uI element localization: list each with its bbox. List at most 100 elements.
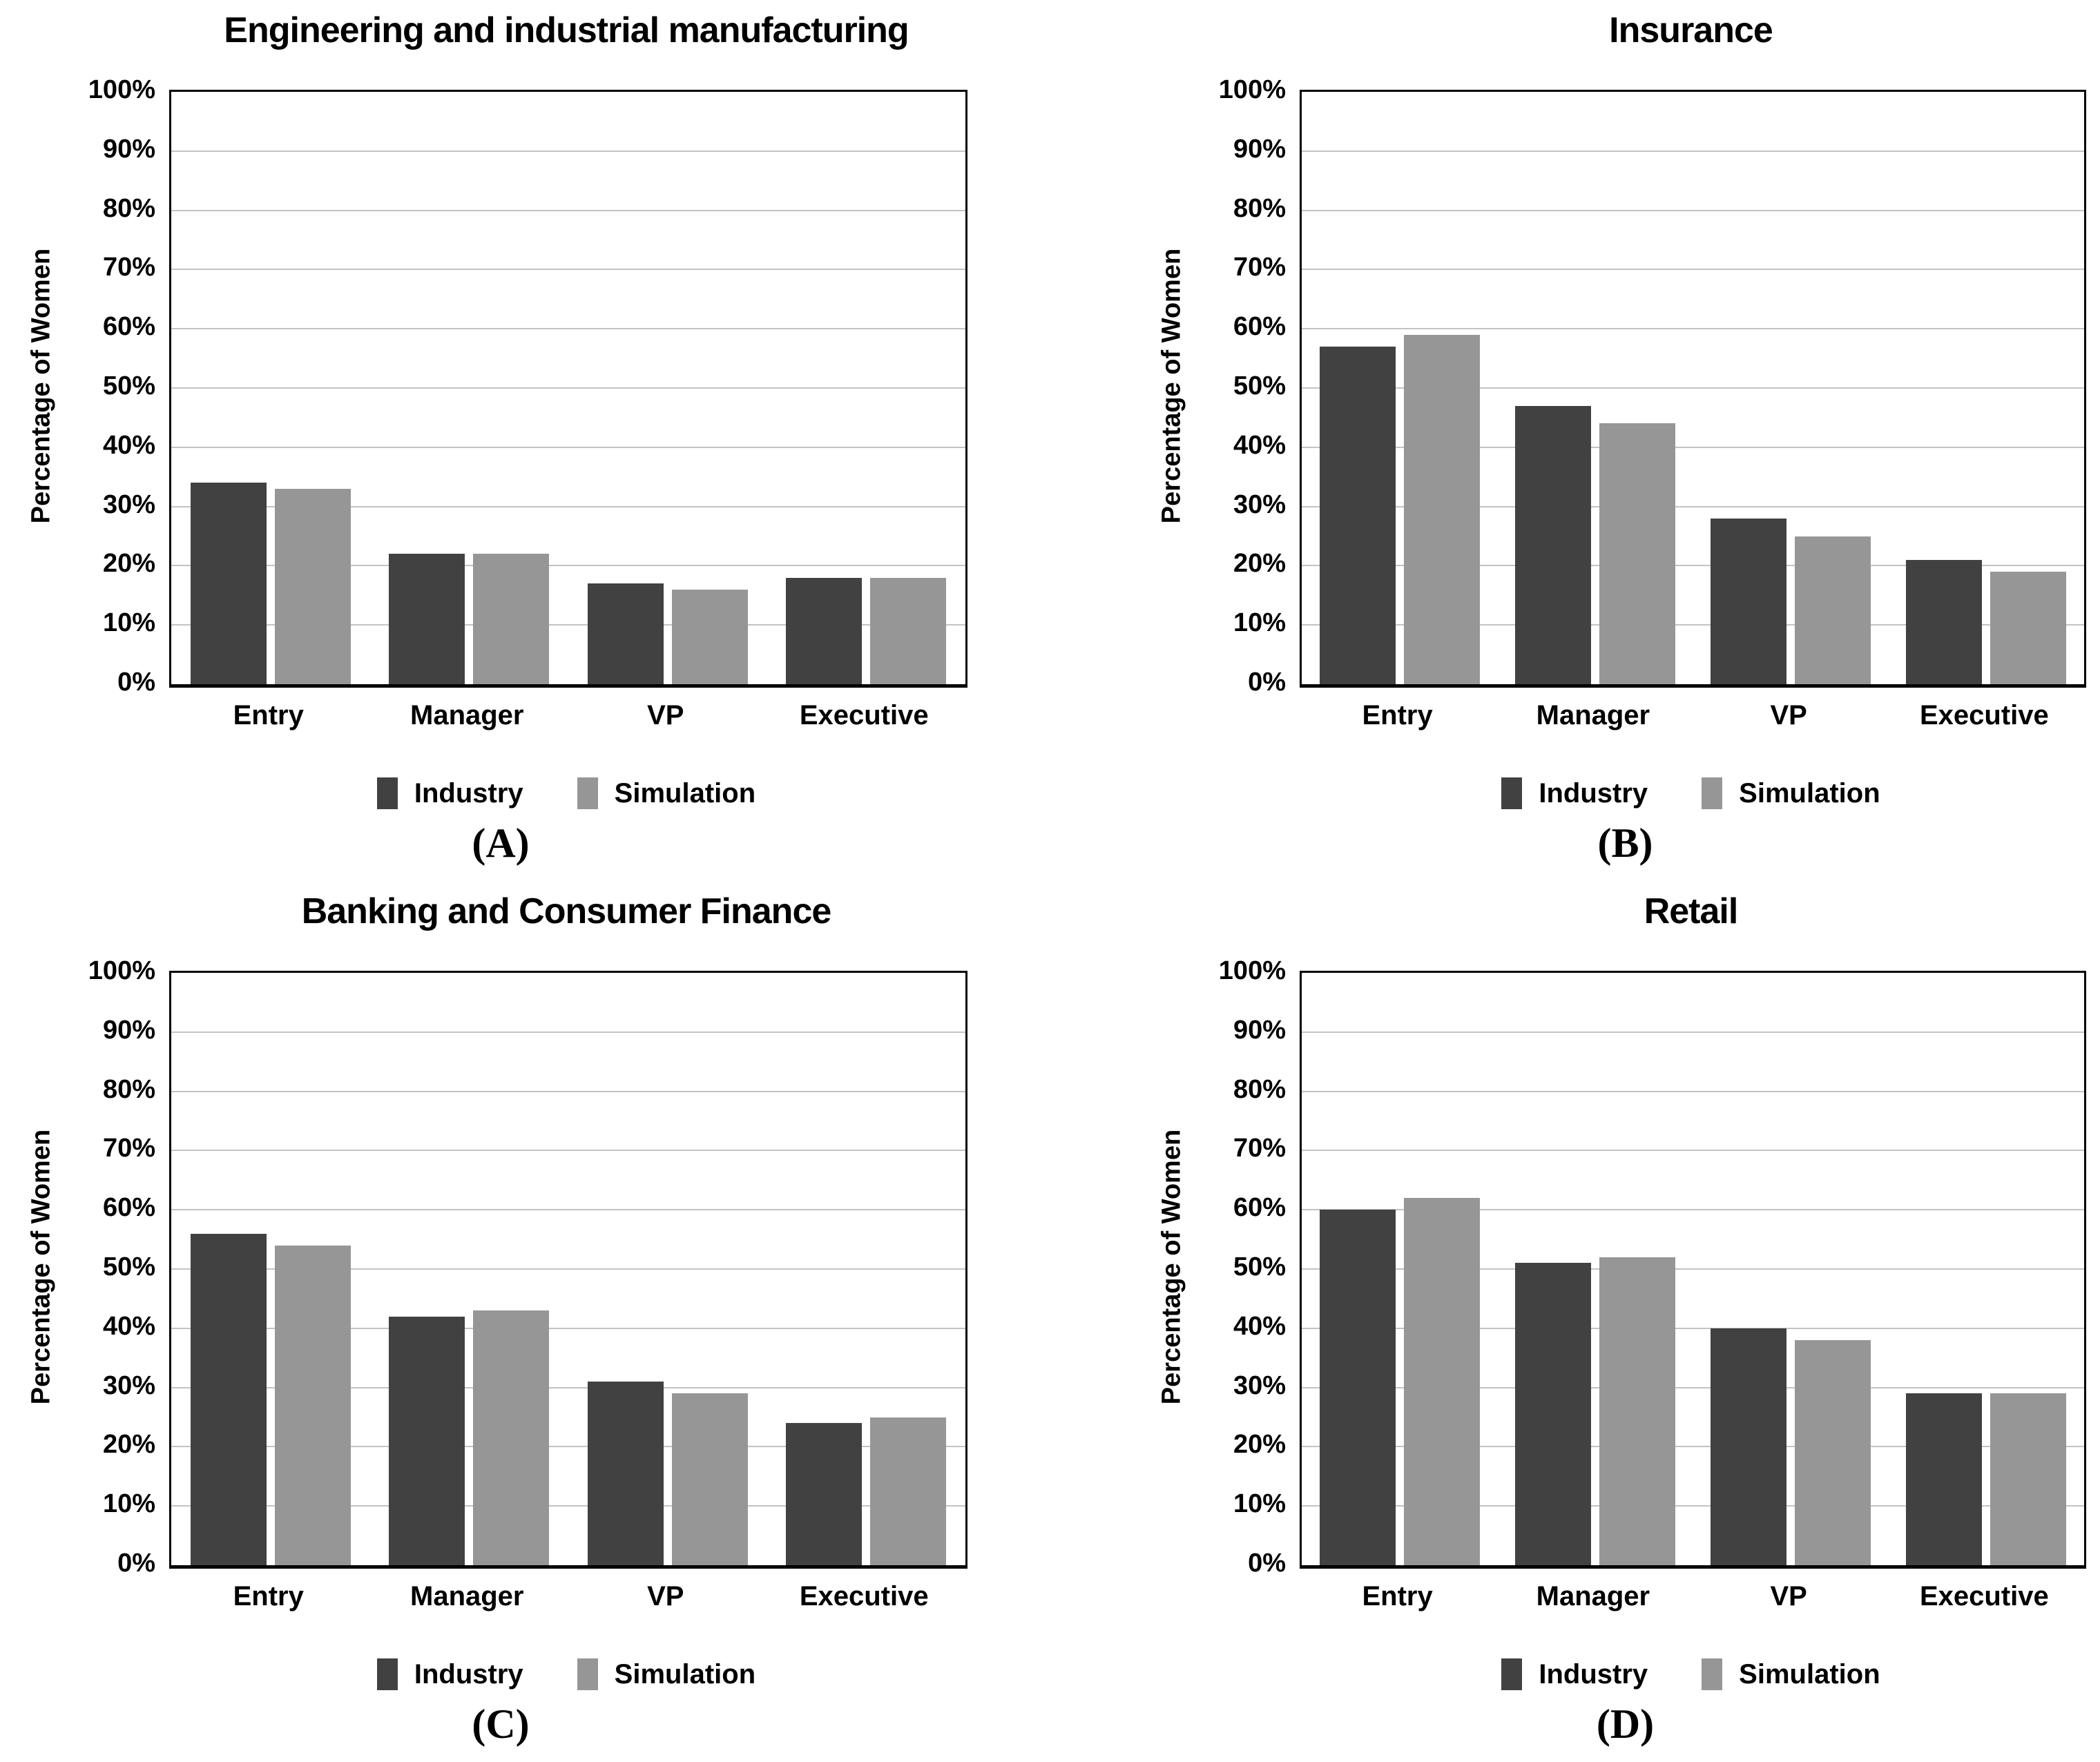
panel-letter: (C) bbox=[472, 1701, 530, 1747]
y-tick-30: 30% bbox=[102, 490, 155, 519]
bar-industry-vp bbox=[1711, 518, 1787, 684]
chart-title: Retail bbox=[1644, 891, 1739, 931]
y-tick-50: 50% bbox=[1233, 1252, 1286, 1281]
legend-label: Industry bbox=[1539, 1658, 1648, 1690]
plot-area bbox=[169, 90, 967, 688]
gridline-60 bbox=[1302, 1209, 2084, 1211]
legend-item-industry: Industry bbox=[1501, 777, 1648, 809]
gridline-10 bbox=[1302, 1505, 2084, 1507]
legend-label: Industry bbox=[414, 1658, 523, 1690]
y-tick-100: 100% bbox=[88, 75, 155, 104]
legend-swatch-simulation bbox=[577, 777, 598, 809]
chart-title: Insurance bbox=[1609, 10, 1773, 50]
x-label-manager: Manager bbox=[410, 700, 524, 730]
y-tick-20: 20% bbox=[102, 549, 155, 579]
legend-label: Simulation bbox=[614, 777, 756, 809]
bar-industry-manager bbox=[389, 554, 465, 684]
gridline-20 bbox=[1302, 1446, 2084, 1448]
bar-industry-executive bbox=[786, 1423, 863, 1565]
y-tick-50: 50% bbox=[1233, 371, 1286, 400]
gridline-80 bbox=[171, 1090, 965, 1092]
plot-area bbox=[169, 971, 967, 1569]
bar-industry-vp bbox=[1711, 1328, 1787, 1565]
legend-label: Simulation bbox=[1739, 1658, 1880, 1690]
y-tick-80: 80% bbox=[102, 1074, 155, 1104]
panel-a: Engineering and industrial manufacturing… bbox=[0, 0, 1050, 881]
legend-label: Industry bbox=[414, 777, 523, 809]
bar-industry-executive bbox=[1906, 559, 1983, 684]
gridline-50 bbox=[171, 1268, 965, 1270]
gridline-50 bbox=[171, 387, 965, 389]
legend-label: Simulation bbox=[614, 1658, 756, 1690]
bar-simulation-vp bbox=[1795, 536, 1871, 684]
y-tick-20: 20% bbox=[1233, 1430, 1286, 1460]
bar-industry-entry bbox=[190, 1233, 267, 1565]
gridline-70 bbox=[1302, 269, 2084, 271]
panel-c: Banking and Consumer Finance 100% 90% 80% 70… bbox=[0, 881, 1050, 1762]
plot-area bbox=[1300, 971, 2086, 1569]
y-tick-100: 100% bbox=[88, 956, 155, 985]
x-label-entry: Entry bbox=[233, 1581, 304, 1611]
bar-industry-vp bbox=[587, 583, 664, 684]
y-tick-30: 30% bbox=[102, 1371, 155, 1400]
legend-swatch-simulation bbox=[1702, 777, 1723, 809]
gridline-30 bbox=[171, 505, 965, 507]
y-tick-0: 0% bbox=[1248, 1549, 1286, 1578]
x-label-vp: VP bbox=[647, 700, 684, 730]
x-label-executive: Executive bbox=[1919, 1581, 2049, 1611]
x-label-entry: Entry bbox=[1362, 700, 1433, 730]
y-tick-0: 0% bbox=[117, 1549, 155, 1578]
y-tick-40: 40% bbox=[102, 430, 155, 460]
gridline-50 bbox=[1302, 1268, 2084, 1270]
gridline-40 bbox=[1302, 446, 2084, 448]
x-label-executive: Executive bbox=[799, 1581, 929, 1611]
y-tick-60: 60% bbox=[102, 312, 155, 342]
gridline-20 bbox=[171, 565, 965, 567]
chart-title: Banking and Consumer Finance bbox=[301, 891, 832, 931]
x-label-vp: VP bbox=[647, 1581, 684, 1611]
bar-industry-manager bbox=[389, 1316, 465, 1565]
y-tick-0: 0% bbox=[1248, 668, 1286, 697]
bar-industry-entry bbox=[1319, 1210, 1396, 1565]
legend-swatch-industry bbox=[1501, 1658, 1523, 1690]
y-tick-80: 80% bbox=[1233, 1074, 1286, 1104]
x-label-entry: Entry bbox=[1362, 1581, 1433, 1611]
legend: Industry Simulation bbox=[1300, 776, 2082, 811]
y-tick-10: 10% bbox=[102, 1489, 155, 1519]
y-tick-90: 90% bbox=[1233, 134, 1286, 164]
y-axis-title: Percentage of Women bbox=[26, 1129, 56, 1405]
panel-d: Retail 100% 90% 80% 70% 60% 50% 40% 30% 20% 10% 0% P… bbox=[1050, 881, 2100, 1762]
gridline-20 bbox=[1302, 565, 2084, 567]
gridline-90 bbox=[1302, 1031, 2084, 1033]
y-tick-90: 90% bbox=[102, 1015, 155, 1045]
bar-simulation-executive bbox=[1990, 1393, 2067, 1565]
legend-swatch-simulation bbox=[577, 1658, 598, 1690]
y-tick-70: 70% bbox=[102, 253, 155, 282]
chart-title: Engineering and industrial manufacturing bbox=[224, 10, 909, 50]
plot-area bbox=[1300, 90, 2086, 688]
gridline-60 bbox=[171, 1209, 965, 1211]
legend-swatch-industry bbox=[376, 777, 398, 809]
x-label-entry: Entry bbox=[233, 700, 304, 730]
bar-simulation-entry bbox=[274, 488, 351, 684]
y-tick-10: 10% bbox=[1233, 608, 1286, 638]
bar-simulation-executive bbox=[870, 1417, 947, 1565]
gridline-40 bbox=[171, 446, 965, 448]
gridline-10 bbox=[1302, 624, 2084, 626]
x-label-manager: Manager bbox=[1536, 700, 1650, 730]
y-tick-40: 40% bbox=[1233, 1311, 1286, 1341]
y-tick-10: 10% bbox=[102, 608, 155, 638]
bar-simulation-manager bbox=[1599, 423, 1675, 684]
y-tick-10: 10% bbox=[1233, 1489, 1286, 1519]
y-tick-90: 90% bbox=[1233, 1015, 1286, 1045]
legend-swatch-simulation bbox=[1702, 1658, 1723, 1690]
bar-simulation-manager bbox=[473, 554, 550, 684]
legend-item-industry: Industry bbox=[376, 777, 523, 809]
legend-item-simulation: Simulation bbox=[577, 777, 755, 809]
bar-industry-manager bbox=[1514, 405, 1591, 684]
y-tick-20: 20% bbox=[1233, 549, 1286, 579]
bar-simulation-executive bbox=[1990, 571, 2067, 684]
gridline-40 bbox=[1302, 1327, 2084, 1329]
y-tick-60: 60% bbox=[1233, 312, 1286, 342]
bar-simulation-entry bbox=[274, 1245, 351, 1565]
